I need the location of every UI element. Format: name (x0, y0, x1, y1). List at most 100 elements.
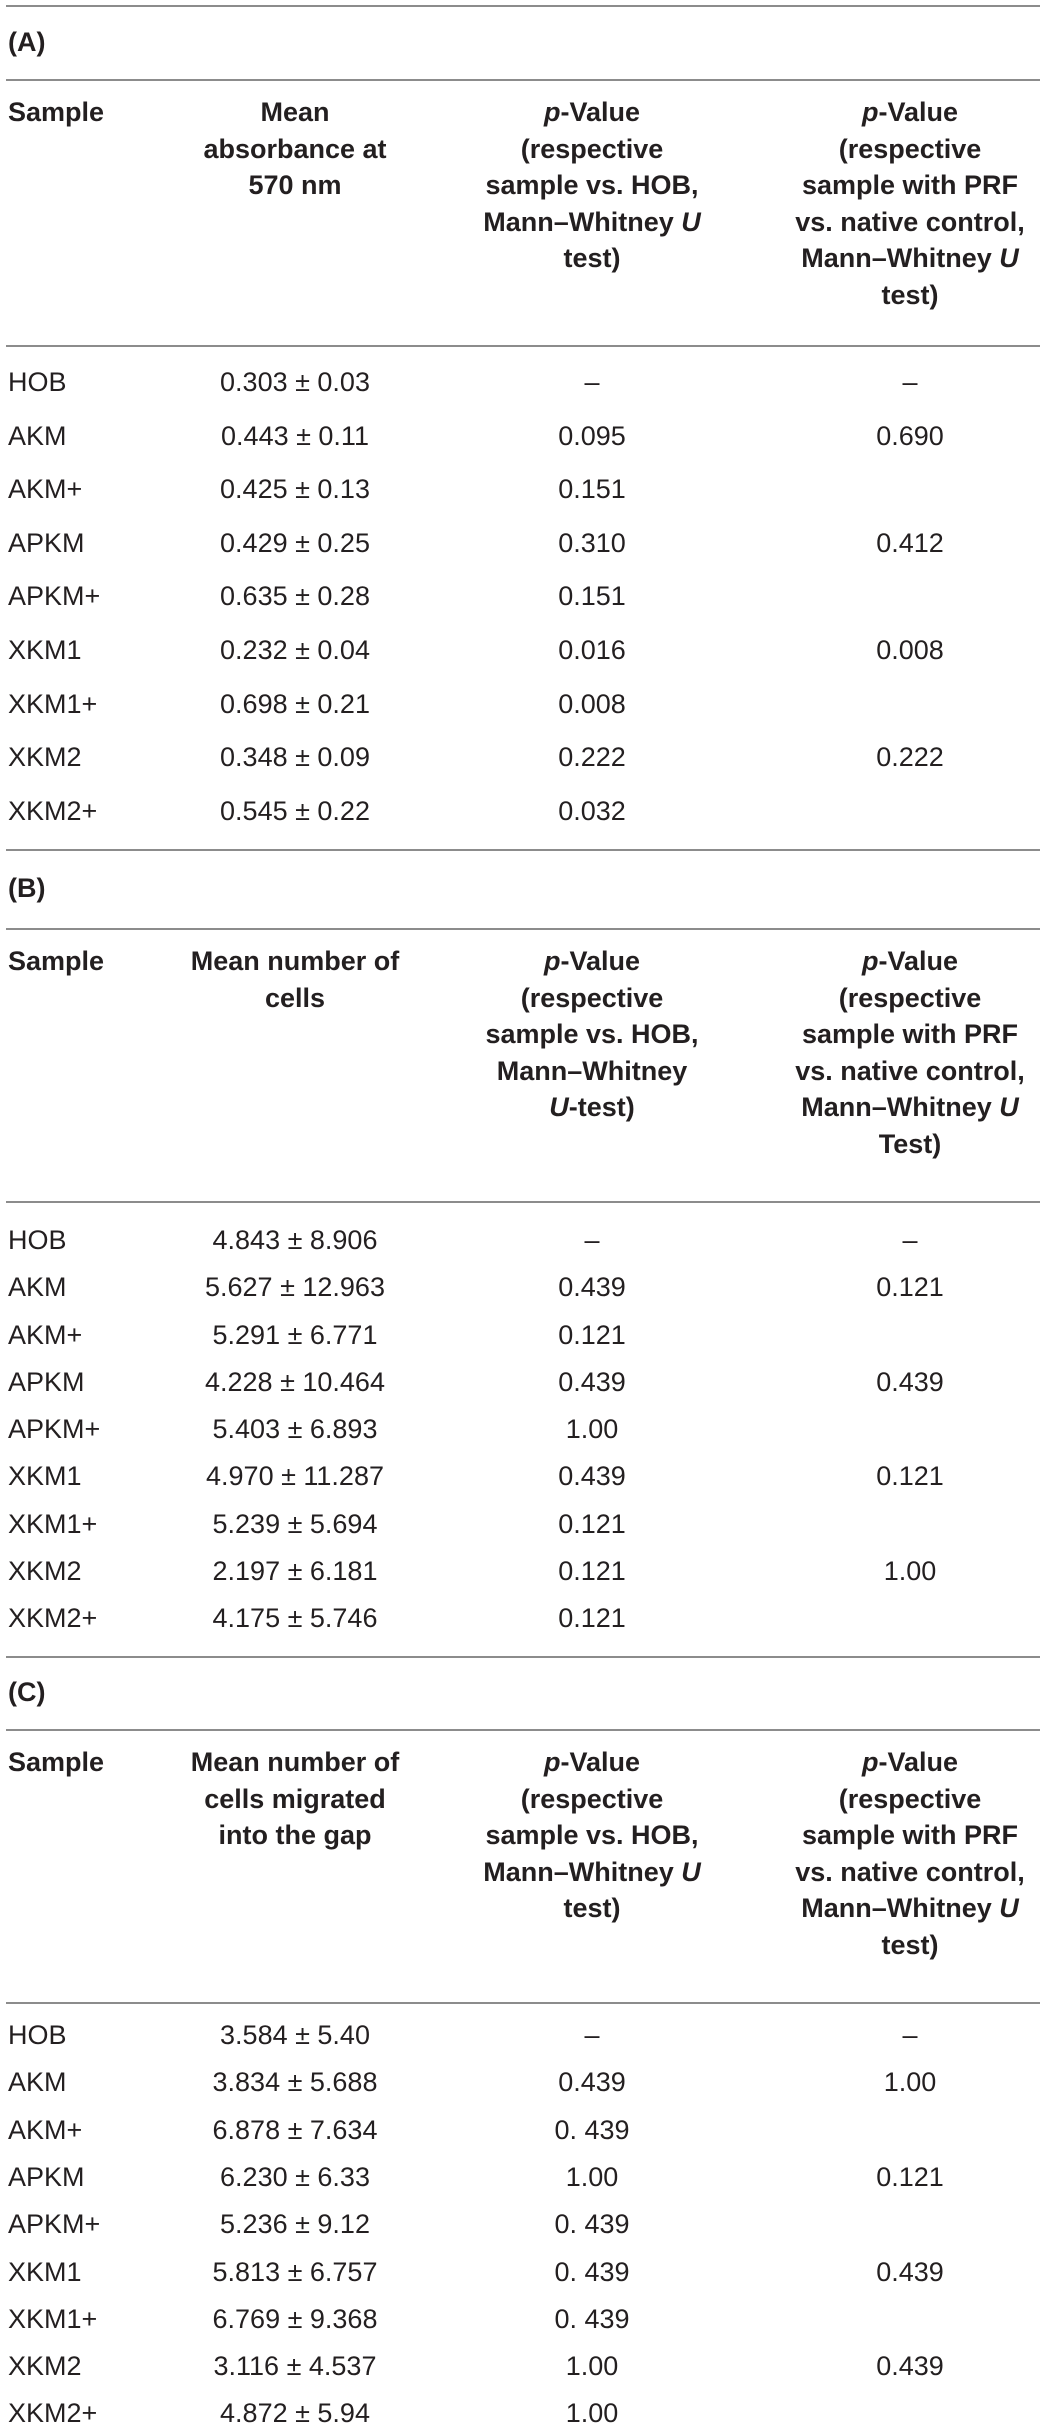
cell-pvalue-hob: 1.00 (565, 2351, 619, 2382)
cell-mean: 4.228 ± 10.464 (205, 1366, 385, 1397)
cell-sample: APKM+ (8, 2209, 101, 2240)
cell-sample: APKM+ (8, 1414, 101, 1444)
section-a-label: (A) (8, 27, 46, 57)
cell-pvalue-hob: 0.008 (558, 688, 626, 719)
cell-sample: XKM1+ (8, 1508, 98, 1539)
cell-sample: APKM (8, 2161, 85, 2192)
cell-pvalue-hob: 0.121 (558, 1319, 626, 1350)
cell-sample: XKM1 (8, 1461, 82, 1492)
cell-pvalue-hob: – (584, 1225, 600, 1255)
section-a-top-rule (6, 5, 1040, 7)
section-b-table-row: APKM 4.228 ± 10.464 0.439 0.439 (0, 1362, 1040, 1402)
cell-pvalue-hob: 0.222 (558, 742, 626, 773)
section-b-table-row: XKM1 4.970 ± 11.287 0.439 0.121 (0, 1456, 1040, 1496)
cell-pvalue-hob: 0.151 (558, 474, 626, 505)
cell-mean: 0.348 ± 0.09 (220, 742, 370, 773)
cell-mean: 0.698 ± 0.21 (220, 688, 370, 719)
cell-mean: 6.769 ± 9.368 (212, 2303, 378, 2334)
section-c-table-row: AKM+ 6.878 ± 7.634 0. 439 (0, 2110, 1040, 2150)
cell-pvalue-hob: 0. 439 (554, 2303, 630, 2334)
cell-mean: 6.878 ± 7.634 (212, 2114, 378, 2145)
cell-pvalue-hob: 0.121 (558, 1508, 626, 1539)
cell-sample: XKM1 (8, 2256, 82, 2287)
cell-pvalue-native: 0.008 (876, 635, 944, 665)
cell-sample: XKM2 (8, 742, 82, 773)
section-c-label: (C) (8, 1677, 46, 1707)
cell-mean: 3.116 ± 4.537 (213, 2351, 377, 2382)
section-c-header-mean: Mean number of cells migrated into the g… (190, 1747, 400, 1850)
section-c-table-row: XKM1+ 6.769 ± 9.368 0. 439 (0, 2299, 1040, 2339)
cell-sample: APKM+ (8, 581, 101, 612)
cell-mean: 4.872 ± 5.94 (220, 2398, 370, 2429)
section-b-table-row: XKM1+ 5.239 ± 5.694 0.121 (0, 1504, 1040, 1544)
cell-mean: 6.230 ± 6.33 (220, 2161, 370, 2192)
section-a-table-row: XKM2+ 0.545 ± 0.22 0.032 (0, 791, 1040, 831)
section-c-header-pvalue-hob: p-Value (respective sample vs. HOB, Mann… (483, 1747, 701, 1923)
cell-pvalue-native: – (902, 367, 918, 397)
cell-sample: AKM+ (8, 2114, 83, 2145)
section-b-table-row: APKM+ 5.403 ± 6.893 1.00 (0, 1409, 1040, 1449)
section-b-label: (B) (8, 873, 46, 903)
section-b-table-row: HOB 4.843 ± 8.906 – – (0, 1220, 1040, 1260)
cell-pvalue-hob: 0.310 (558, 527, 626, 558)
section-b-header-sample: Sample (8, 946, 105, 976)
cell-pvalue-hob: 0.121 (558, 1603, 626, 1633)
section-b-header-pvalue-hob: p-Value (respective sample vs. HOB, Mann… (485, 946, 699, 1122)
cell-mean: 0.443 ± 0.11 (221, 420, 369, 451)
cell-sample: HOB (8, 2020, 67, 2050)
cell-sample: XKM2+ (8, 2398, 98, 2429)
section-c-header-bottom-rule (6, 2002, 1040, 2004)
section-a-header-sample: Sample (8, 97, 105, 127)
cell-mean: 0.303 ± 0.03 (220, 367, 370, 397)
section-a-header-top-rule (6, 79, 1040, 81)
section-a-table-row: APKM+ 0.635 ± 0.28 0.151 (0, 576, 1040, 616)
section-a-table-row: HOB 0.303 ± 0.03 – – (0, 362, 1040, 402)
cell-mean: 3.584 ± 5.40 (220, 2020, 370, 2050)
cell-mean: 0.425 ± 0.13 (220, 474, 370, 505)
section-c-header-top-rule (6, 1729, 1040, 1731)
cell-pvalue-native: 0.121 (876, 2161, 944, 2192)
section-a-table-row: AKM+ 0.425 ± 0.13 0.151 (0, 469, 1040, 509)
cell-pvalue-hob: 0.121 (558, 1555, 626, 1586)
cell-sample: AKM (8, 420, 67, 451)
cell-pvalue-native: – (902, 2020, 918, 2050)
cell-pvalue-native: 0.439 (876, 1366, 944, 1397)
cell-mean: 0.232 ± 0.04 (220, 635, 370, 665)
cell-pvalue-native: 0.121 (876, 1272, 944, 1303)
section-a-bottom-rule (6, 849, 1040, 851)
section-a-table-row: XKM1 0.232 ± 0.04 0.016 0.008 (0, 630, 1040, 670)
cell-pvalue-hob: 0.095 (558, 420, 626, 451)
cell-mean: 0.429 ± 0.25 (220, 527, 370, 558)
section-b-bottom-rule (6, 1656, 1040, 1658)
cell-sample: XKM2 (8, 1555, 82, 1586)
cell-mean: 5.403 ± 6.893 (212, 1414, 378, 1444)
cell-pvalue-hob: 0.439 (558, 2067, 626, 2098)
cell-mean: 3.834 ± 5.688 (212, 2067, 378, 2098)
cell-pvalue-hob: 1.00 (565, 2161, 619, 2192)
section-c-header-sample: Sample (8, 1747, 105, 1777)
cell-pvalue-native: – (902, 1225, 918, 1255)
section-c-table-row: APKM+ 5.236 ± 9.12 0. 439 (0, 2204, 1040, 2244)
cell-pvalue-native: 0.121 (876, 1461, 944, 1492)
cell-sample: XKM2+ (8, 1603, 98, 1633)
section-a-table-row: XKM1+ 0.698 ± 0.21 0.008 (0, 684, 1040, 724)
cell-pvalue-native: 0.690 (876, 420, 944, 451)
cell-sample: AKM (8, 1272, 67, 1303)
cell-pvalue-hob: 0. 439 (554, 2256, 630, 2287)
section-b-header-pvalue-native: p-Value (respective sample with PRF vs. … (795, 946, 1025, 1159)
section-c-table-row: APKM 6.230 ± 6.33 1.00 0.121 (0, 2157, 1040, 2197)
section-c-table-row: XKM1 5.813 ± 6.757 0. 439 0.439 (0, 2252, 1040, 2292)
section-c-table-row: HOB 3.584 ± 5.40 – – (0, 2015, 1040, 2055)
cell-sample: XKM1 (8, 635, 82, 665)
cell-pvalue-hob: 0.032 (558, 795, 626, 826)
cell-sample: AKM+ (8, 474, 83, 505)
section-a-header-bottom-rule (6, 345, 1040, 347)
section-a-header-pvalue-hob: p-Value (respective sample vs. HOB, Mann… (483, 97, 701, 273)
cell-sample: HOB (8, 367, 67, 397)
section-b-header-mean: Mean number of cells (190, 946, 400, 1013)
cell-mean: 5.236 ± 9.12 (220, 2209, 370, 2240)
cell-pvalue-native: 0.439 (876, 2351, 944, 2382)
cell-pvalue-native: 0.222 (876, 742, 944, 773)
cell-sample: XKM2+ (8, 795, 98, 826)
section-b-table-row: XKM2 2.197 ± 6.181 0.121 1.00 (0, 1551, 1040, 1591)
